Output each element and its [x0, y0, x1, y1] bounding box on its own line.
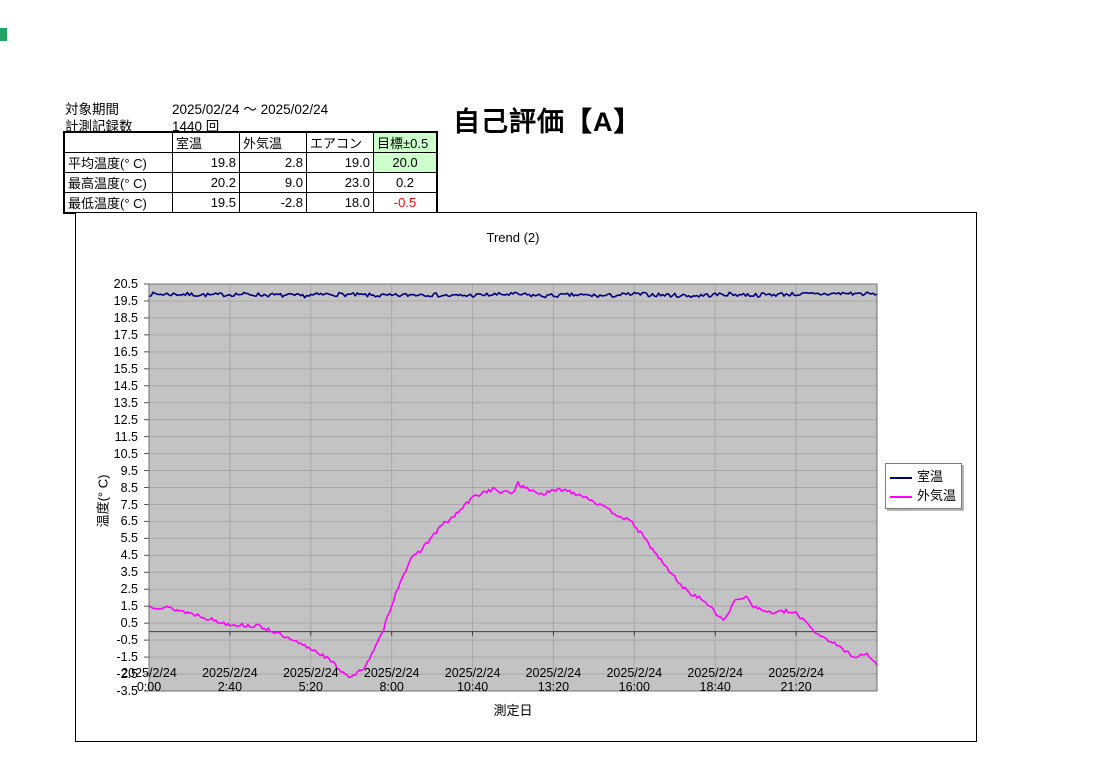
x-tick-time: 10:40 [456, 680, 489, 694]
cell-value: 2.8 [239, 152, 307, 173]
y-tick-label: 4.5 [120, 548, 138, 563]
y-tick-label: 7.5 [120, 497, 138, 512]
x-tick-time: 18:40 [699, 680, 731, 694]
legend-label: 外気温 [917, 488, 957, 503]
x-tick-date: 2025/2/24 [768, 666, 824, 680]
row-label-max: 最高温度(° C) [63, 172, 173, 193]
period-value: 2025/02/24 ～ 2025/02/24 [172, 102, 329, 117]
header-aircon: エアコン [306, 131, 374, 153]
row-label-average: 平均温度(° C) [63, 152, 173, 173]
x-tick-time: 0:00 [136, 680, 162, 694]
y-tick-label: 8.5 [120, 480, 138, 495]
cell-target-value: 20.0 [373, 152, 438, 173]
x-tick-label: 2025/2/24 0:00 [104, 666, 194, 694]
x-axis-title: 測定日 [493, 703, 533, 718]
x-tick-date: 2025/2/24 [202, 666, 258, 680]
header-room-temp: 室温 [172, 131, 240, 153]
x-tick-label: 2025/2/24 13:20 [508, 666, 598, 694]
y-tick-label: 2.5 [120, 582, 138, 597]
cell-value: 18.0 [306, 192, 374, 214]
x-tick-label: 2025/2/24 2:40 [185, 666, 275, 694]
x-tick-time: 21:20 [780, 680, 812, 694]
y-tick-label: -1.5 [116, 650, 138, 665]
x-tick-time: 16:00 [618, 680, 650, 694]
cell-value: 19.8 [172, 152, 240, 173]
sheet-corner-mark [0, 28, 7, 41]
y-tick-label: 12.5 [113, 412, 138, 427]
x-tick-date: 2025/2/24 [525, 666, 582, 680]
cell-value: 19.0 [306, 152, 374, 173]
legend-label: 室温 [917, 469, 944, 484]
cell-value: 20.2 [172, 172, 240, 193]
measurement-period-row: 対象期間 2025/02/24 ～ 2025/02/24 [65, 98, 328, 118]
count-label: 計測記録数 [65, 119, 133, 134]
y-tick-label: 18.5 [113, 310, 138, 325]
y-tick-label: 20.5 [113, 277, 138, 291]
legend: 室温 外気温 [885, 463, 963, 509]
y-tick-label: 10.5 [113, 446, 138, 461]
cell-value: 23.0 [306, 172, 374, 193]
x-tick-time: 13:20 [537, 680, 570, 694]
cell-target-value: -0.5 [373, 192, 438, 214]
plot-svg [144, 283, 878, 692]
y-tick-label: 14.5 [113, 378, 138, 393]
row-label-min: 最低温度(° C) [63, 192, 173, 214]
table-row: 最低温度(° C) 19.5 -2.8 18.0 -0.5 [63, 192, 438, 214]
x-tick-date: 2025/2/24 [606, 666, 663, 680]
y-tick-label: 0.5 [120, 616, 138, 631]
summary-table: 室温 外気温 エアコン 目標±0.5 平均温度(° C) 19.8 2.8 19… [63, 131, 438, 214]
header-outdoor-temp: 外気温 [239, 131, 307, 153]
table-row: 平均温度(° C) 19.8 2.8 19.0 20.0 [63, 152, 438, 173]
outdoor-temp-line-swatch [890, 495, 912, 498]
legend-entry-room-temp: 室温 [890, 467, 956, 486]
record-count-row: 計測記録数 1440 回 [65, 115, 219, 135]
cell-target-value: 0.2 [373, 172, 438, 193]
x-tick-label: 2025/2/24 8:00 [347, 666, 437, 694]
y-tick-label: 16.5 [113, 344, 138, 359]
y-tick-label: 9.5 [120, 463, 138, 478]
x-tick-time: 5:20 [298, 680, 323, 694]
cell-value: 19.5 [172, 192, 240, 214]
y-tick-label: 17.5 [113, 327, 138, 342]
y-tick-label: 6.5 [120, 514, 138, 529]
count-value: 1440 回 [172, 119, 220, 134]
cell-value: 9.0 [239, 172, 307, 193]
x-tick-label: 2025/2/24 18:40 [670, 666, 760, 694]
self-evaluation-title: 自己評価【A】 [453, 107, 642, 137]
x-tick-label: 2025/2/24 10:40 [428, 666, 518, 694]
cell-value: -2.8 [239, 192, 307, 214]
x-tick-date: 2025/2/24 [687, 666, 743, 680]
y-tick-label: -3.5 [116, 684, 138, 698]
y-tick-label: 13.5 [113, 395, 138, 410]
y-tick-label: 3.5 [120, 565, 138, 580]
y-tick-label: 5.5 [120, 531, 138, 546]
x-tick-label: 2025/2/24 5:20 [266, 666, 356, 694]
legend-entry-outdoor-temp: 外気温 [890, 486, 956, 505]
header-blank [63, 131, 173, 153]
header-target: 目標±0.5 [373, 131, 438, 153]
y-tick-label: 1.5 [120, 599, 138, 614]
x-tick-date: 2025/2/24 [121, 666, 177, 680]
y-tick-label: -0.5 [116, 633, 138, 648]
y-tick-label: -2.5 [116, 667, 138, 681]
table-row: 最高温度(° C) 20.2 9.0 23.0 0.2 [63, 172, 438, 193]
x-tick-label: 2025/2/24 21:20 [751, 666, 841, 694]
y-tick-label: 11.5 [114, 429, 138, 444]
x-tick-date: 2025/2/24 [282, 666, 339, 680]
y-tick-label: 19.5 [113, 294, 138, 308]
x-tick-date: 2025/2/24 [444, 666, 501, 680]
x-tick-label: 2025/2/24 16:00 [589, 666, 679, 694]
chart-title: Trend (2) [486, 230, 540, 245]
period-label: 対象期間 [65, 102, 119, 117]
y-tick-label: 15.5 [113, 361, 138, 376]
table-header-row: 室温 外気温 エアコン 目標±0.5 [63, 131, 438, 153]
chart-frame: Trend (2) 温度(° C) 20.5 19.5 18.5 17.5 16.5 15… [75, 212, 977, 742]
x-tick-time: 8:00 [379, 680, 404, 694]
x-tick-date: 2025/2/24 [363, 666, 420, 680]
room-temp-line-swatch [890, 476, 912, 479]
x-tick-time: 2:40 [217, 680, 243, 694]
